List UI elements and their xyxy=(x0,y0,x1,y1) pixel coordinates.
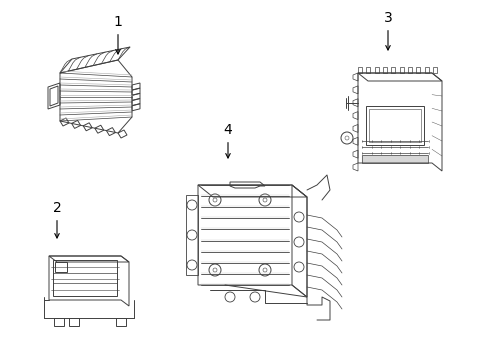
Text: 2: 2 xyxy=(52,201,61,238)
Text: 3: 3 xyxy=(384,11,392,50)
Text: 4: 4 xyxy=(223,123,232,158)
Text: 1: 1 xyxy=(114,15,122,54)
